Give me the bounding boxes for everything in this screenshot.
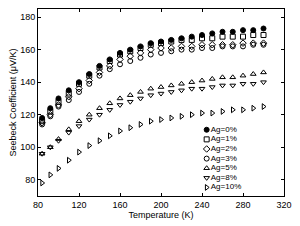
svg-text:Temperature (K): Temperature (K) — [128, 210, 193, 220]
svg-text:160: 160 — [20, 45, 35, 55]
svg-text:80: 80 — [33, 200, 43, 210]
svg-text:280: 280 — [235, 200, 250, 210]
svg-text:140: 140 — [20, 77, 35, 87]
svg-text:Ag=0%: Ag=0% — [211, 125, 237, 134]
svg-text:200: 200 — [153, 200, 168, 210]
svg-text:Ag=2%: Ag=2% — [211, 144, 237, 153]
svg-text:Ag=1%: Ag=1% — [211, 134, 237, 143]
svg-text:80: 80 — [25, 175, 35, 185]
svg-text:320: 320 — [276, 200, 291, 210]
svg-text:160: 160 — [112, 200, 127, 210]
svg-text:100: 100 — [20, 142, 35, 152]
svg-text:Ag=3%: Ag=3% — [211, 154, 237, 163]
svg-text:120: 120 — [20, 110, 35, 120]
svg-text:Ag=10%: Ag=10% — [211, 182, 241, 191]
svg-text:Ag=8%: Ag=8% — [211, 173, 237, 182]
svg-text:Ag=5%: Ag=5% — [211, 163, 237, 172]
svg-text:120: 120 — [71, 200, 86, 210]
svg-text:Seebeck Coefficient (μV/K): Seebeck Coefficient (μV/K) — [8, 48, 18, 156]
svg-text:240: 240 — [194, 200, 209, 210]
svg-text:180: 180 — [20, 12, 35, 22]
